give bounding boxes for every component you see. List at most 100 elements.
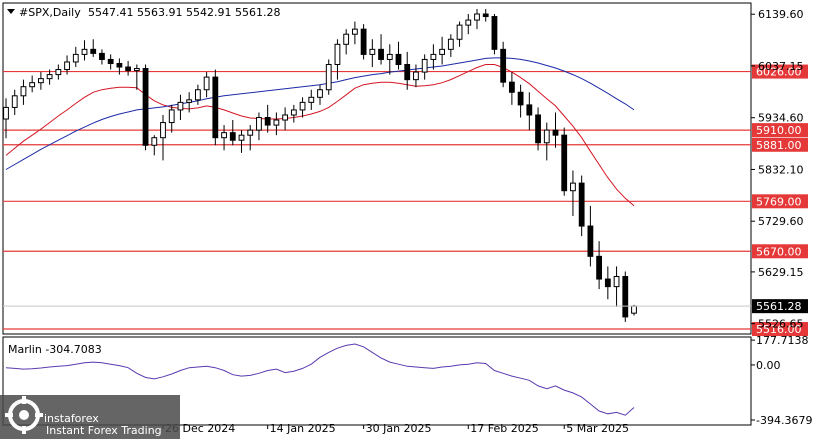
indicator-axis: 177.7138 0.00 -394.3679 <box>751 334 812 427</box>
chart-header: #SPX,Daily 5547.41 5563.91 5542.91 5561.… <box>7 6 280 19</box>
bullish-candle <box>186 99 193 103</box>
bullish-candle <box>299 101 306 111</box>
bullish-candle <box>317 89 323 98</box>
bullish-candle <box>64 61 70 71</box>
bullish-candle <box>334 43 341 65</box>
bullish-candle <box>439 48 446 55</box>
price-tick-label: 5832.10 <box>758 163 804 176</box>
bearish-candle <box>552 129 559 136</box>
bearish-candle <box>107 58 114 64</box>
logo-tagline: Instant Forex Trading <box>46 424 162 437</box>
bearish-candle <box>596 255 603 280</box>
bearish-candle <box>404 63 411 81</box>
bullish-candle <box>631 305 637 314</box>
logo-brand: instaforex <box>44 412 99 425</box>
bullish-candle <box>465 19 472 26</box>
time-tick-label: 5 Mar 2025 <box>566 422 629 435</box>
bearish-candle <box>587 225 594 257</box>
bullish-candle <box>55 69 62 76</box>
bullish-candle <box>3 106 9 120</box>
bullish-candle <box>11 95 18 108</box>
oscillator-series <box>5 343 635 416</box>
bullish-candle <box>256 117 262 131</box>
bullish-candle <box>369 48 376 55</box>
indicator-tick-label: -394.3679 <box>756 414 812 427</box>
bullish-candle <box>29 82 36 88</box>
time-tick-label: 14 Jan 2025 <box>270 422 336 435</box>
price-tick-label: 6139.60 <box>758 8 804 21</box>
bullish-candle <box>221 132 227 139</box>
bearish-candle <box>508 81 515 93</box>
bearish-candle <box>561 134 568 192</box>
price-level-label: 5910.00 <box>756 124 802 137</box>
bullish-candle <box>290 109 297 116</box>
indicator-tick-label: 177.7138 <box>756 334 809 347</box>
candlestick-series <box>3 8 637 322</box>
bullish-candle <box>474 13 480 21</box>
bullish-candle <box>447 38 454 50</box>
current-price-tag <box>752 299 808 314</box>
indicator-label: Marlin -304.7083 <box>8 343 102 356</box>
bullish-candle <box>343 33 350 45</box>
bearish-candle <box>142 68 149 146</box>
bullish-candle <box>282 114 289 121</box>
bullish-candle <box>160 122 166 139</box>
bearish-candle <box>535 114 541 144</box>
bullish-candle <box>247 129 254 136</box>
bullish-candle <box>430 53 437 60</box>
bearish-candle <box>264 117 271 126</box>
bearish-candle <box>622 276 629 318</box>
price-level-tag <box>752 244 808 259</box>
bearish-candle <box>212 76 219 139</box>
bullish-candle <box>421 58 428 73</box>
instaforex-logo: instaforex Instant Forex Trading <box>0 395 180 439</box>
bearish-candle <box>360 28 367 55</box>
bullish-candle <box>203 76 210 91</box>
bullish-candle <box>456 24 463 40</box>
horizontal-levels: 6026.00 5910.00 5881.00 5769.00 5670.00 5516.… <box>3 64 808 337</box>
bullish-candle <box>308 96 315 103</box>
bearish-candle <box>604 278 611 288</box>
bullish-candle <box>351 28 358 35</box>
price-level-label: 5769.00 <box>756 195 802 208</box>
price-tick-label: 5934.60 <box>758 112 804 125</box>
bullish-candle <box>20 86 27 97</box>
bullish-candle <box>413 71 419 81</box>
bearish-candle <box>500 48 507 83</box>
bearish-candle <box>125 66 132 72</box>
price-tick-label: 5729.60 <box>758 215 804 228</box>
collapse-triangle-icon[interactable] <box>7 9 15 14</box>
bullish-candle <box>177 101 184 111</box>
main-pane-frame <box>2 2 752 335</box>
instaforex-emblem-icon <box>5 396 43 434</box>
bearish-candle <box>116 62 123 68</box>
bearish-candle <box>491 16 498 50</box>
price-level-label: 6026.00 <box>756 66 802 79</box>
bullish-candle <box>37 78 44 84</box>
time-tick-label: 30 Jan 2025 <box>366 422 432 435</box>
bearish-candle <box>378 48 384 60</box>
indicator-pane-frame <box>2 336 752 426</box>
indicator-tick-label: 0.00 <box>756 359 781 372</box>
bearish-candle <box>90 48 97 54</box>
bullish-candle <box>46 74 53 80</box>
bearish-candle <box>229 132 236 141</box>
price-level-tag <box>752 322 808 337</box>
bullish-candle <box>72 53 79 63</box>
bullish-candle <box>81 48 88 55</box>
bullish-candle <box>325 63 332 91</box>
time-tick-label: 17 Feb 2025 <box>470 422 538 435</box>
price-tick-label: 5526.65 <box>758 318 804 331</box>
price-axis: 6139.60 6037.15 5934.60 5832.10 5729.60 5629.… <box>3 8 808 331</box>
bearish-candle <box>395 53 402 65</box>
price-tick-label: 5629.15 <box>758 266 804 279</box>
price-level-tag <box>752 194 808 209</box>
marlin-oscillator-line <box>5 343 635 416</box>
ohlc-values: 5547.41 5563.91 5542.91 5561.28 <box>88 6 280 19</box>
bullish-candle <box>133 68 140 72</box>
bullish-candle <box>194 89 201 101</box>
symbol-label: #SPX,Daily <box>19 6 81 19</box>
price-level-label: 5881.00 <box>756 139 802 152</box>
bullish-candle <box>273 119 280 126</box>
